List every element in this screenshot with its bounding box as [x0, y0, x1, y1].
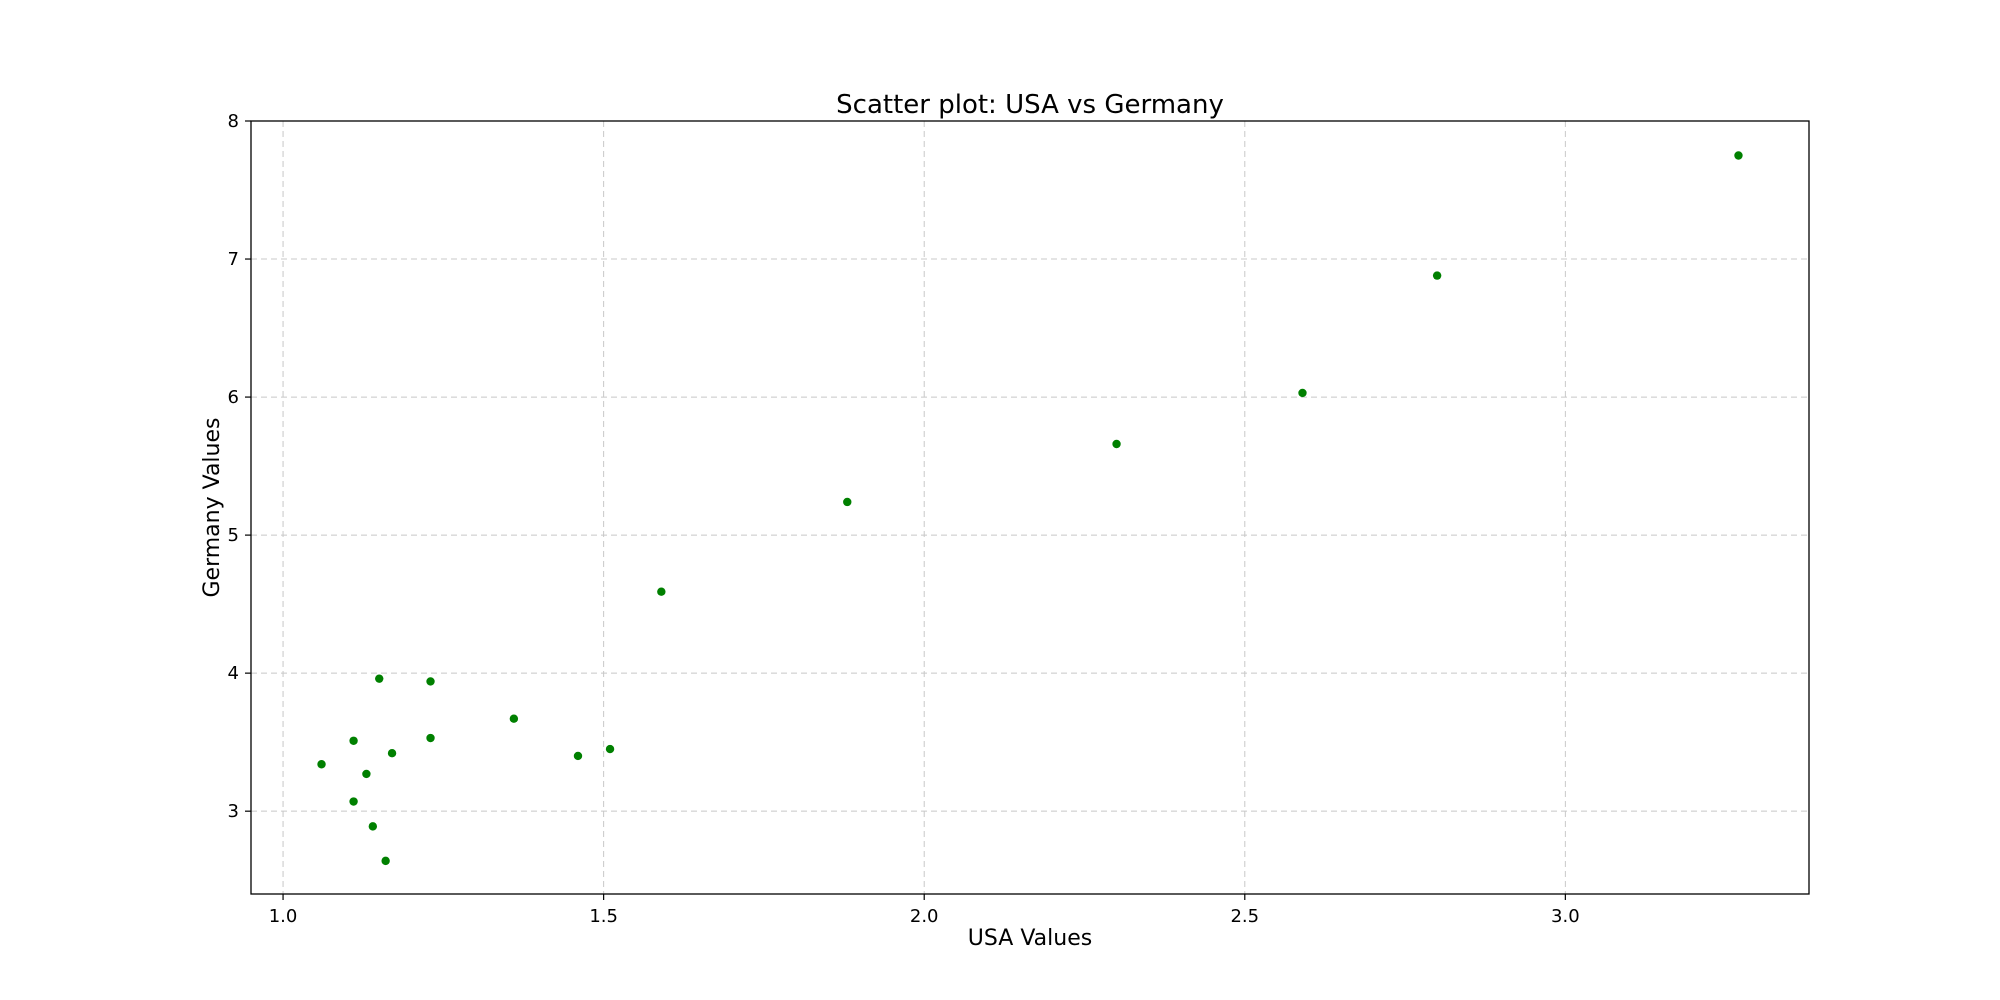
- grid-lines: [251, 120, 1809, 894]
- data-point: [1112, 439, 1121, 449]
- x-axis-ticks: 1.0 1.5 2.0 2.5 3.0: [269, 894, 1580, 927]
- data-point: [381, 856, 390, 866]
- data-point: [426, 733, 435, 743]
- data-point: [362, 769, 371, 779]
- data-point: [1734, 151, 1743, 160]
- data-point: [368, 822, 378, 831]
- x-tick-label: 1.0: [269, 906, 298, 927]
- data-point: [349, 736, 358, 745]
- chart-title: Scatter plot: USA vs Germany: [836, 90, 1224, 120]
- x-tick-label: 1.5: [589, 906, 618, 927]
- data-point: [509, 714, 519, 723]
- data-point: [387, 749, 397, 758]
- y-tick-label: 5: [228, 525, 239, 546]
- data-point: [349, 797, 358, 806]
- y-tick-label: 3: [228, 801, 239, 822]
- x-axis-label: USA Values: [968, 926, 1092, 951]
- data-point: [1298, 388, 1307, 398]
- x-tick-label: 3.0: [1551, 906, 1580, 927]
- data-point: [375, 674, 384, 683]
- data-point: [657, 587, 666, 596]
- data-point: [573, 751, 583, 761]
- data-point: [317, 760, 326, 769]
- y-tick-label: 4: [228, 663, 239, 684]
- y-tick-label: 7: [228, 249, 239, 270]
- data-points: [317, 151, 1743, 866]
- y-axis-ticks: 3 4 5 6 7 8: [228, 111, 251, 822]
- data-point: [1432, 271, 1442, 280]
- plot-frame: [250, 120, 1810, 895]
- y-axis-label: Germany Values: [200, 418, 225, 598]
- y-tick-label: 8: [228, 111, 239, 132]
- data-point: [426, 677, 435, 686]
- data-point: [605, 744, 615, 754]
- data-point: [843, 497, 852, 507]
- y-tick-label: 6: [228, 387, 239, 408]
- x-tick-label: 2.0: [910, 906, 939, 927]
- x-tick-label: 2.5: [1230, 906, 1259, 927]
